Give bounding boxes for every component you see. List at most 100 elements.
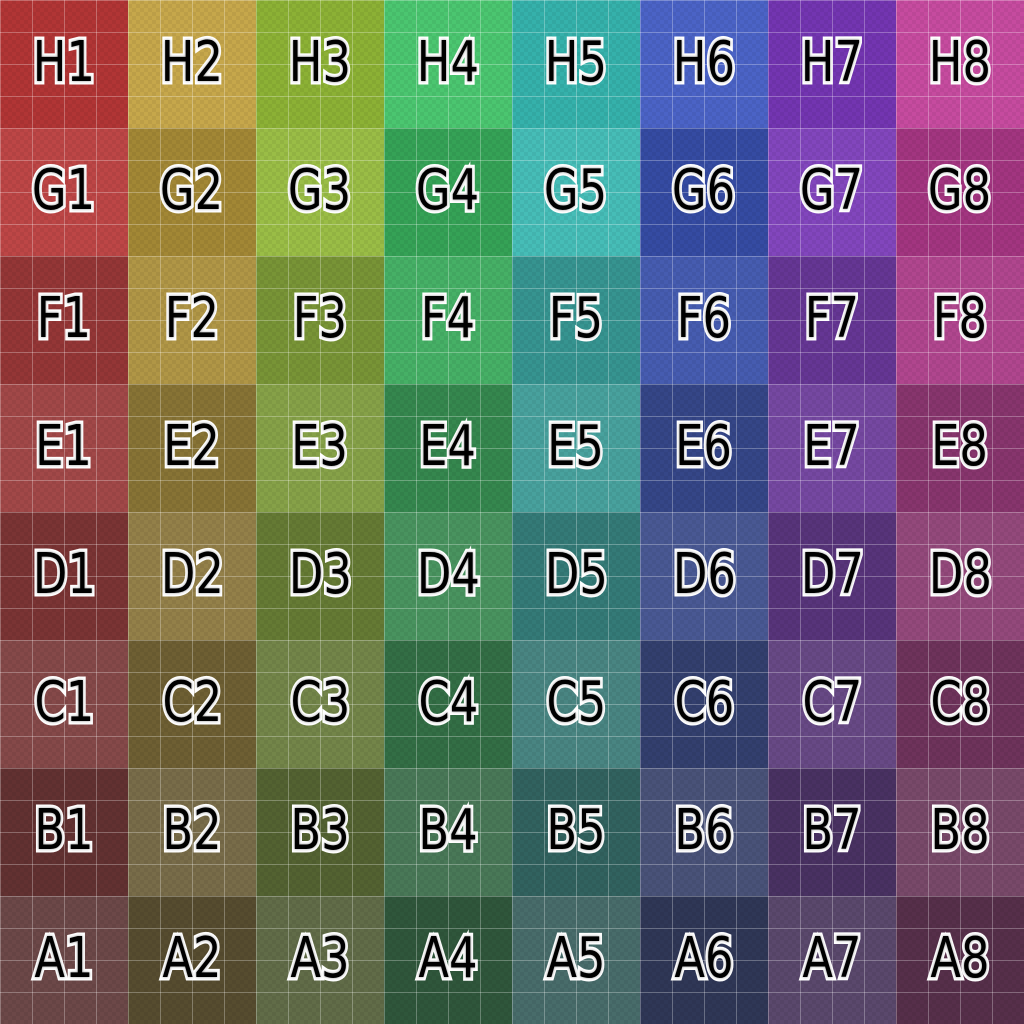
grid-cell[interactable]: G7 (768, 128, 896, 256)
grid-cell[interactable]: E2 (128, 384, 256, 512)
grid-cell[interactable]: G6 (640, 128, 768, 256)
cell-label: G8 (926, 158, 995, 223)
cell-label: H2 (158, 30, 226, 95)
grid-cell[interactable]: D4 (384, 512, 512, 640)
cell-label: D6 (670, 542, 739, 607)
grid-cell[interactable]: F1 (0, 256, 128, 384)
grid-cell[interactable]: C4 (384, 640, 512, 768)
grid-cell[interactable]: C6 (640, 640, 768, 768)
grid-cell[interactable]: F5 (512, 256, 640, 384)
grid-cell[interactable]: E4 (384, 384, 512, 512)
grid-cell[interactable]: H4 (384, 0, 512, 128)
grid-cell[interactable]: H8 (896, 0, 1024, 128)
cell-label: D4 (414, 542, 483, 607)
cell-label: G7 (798, 158, 867, 223)
grid-cell[interactable]: A4 (384, 896, 512, 1024)
cell-label: B4 (416, 798, 481, 863)
grid-cell[interactable]: B3 (256, 768, 384, 896)
grid-cell[interactable]: H3 (256, 0, 384, 128)
grid-cell[interactable]: A1 (0, 896, 128, 1024)
grid-cell[interactable]: E3 (256, 384, 384, 512)
cell-label: D1 (30, 542, 99, 607)
cell-label: F7 (802, 286, 862, 351)
grid-cell[interactable]: D5 (512, 512, 640, 640)
cell-label: B5 (544, 798, 609, 863)
cell-label: C5 (543, 670, 608, 735)
cell-label: H5 (542, 30, 610, 95)
grid-cell[interactable]: E6 (640, 384, 768, 512)
cell-label: D3 (286, 542, 355, 607)
cell-label: D2 (158, 542, 227, 607)
grid-cell[interactable]: H5 (512, 0, 640, 128)
grid-cell[interactable]: F2 (128, 256, 256, 384)
cell-label: A8 (928, 926, 993, 991)
cell-label: F3 (290, 286, 350, 351)
grid-cell[interactable]: E7 (768, 384, 896, 512)
grid-cell[interactable]: A3 (256, 896, 384, 1024)
grid-cell[interactable]: G4 (384, 128, 512, 256)
cell-label: A6 (672, 926, 737, 991)
grid-cell[interactable]: H6 (640, 0, 768, 128)
cell-label: H6 (670, 30, 738, 95)
grid-cell[interactable]: A8 (896, 896, 1024, 1024)
grid-cell[interactable]: B2 (128, 768, 256, 896)
grid-cell[interactable]: G8 (896, 128, 1024, 256)
cell-label: C6 (671, 670, 736, 735)
grid-cell[interactable]: A2 (128, 896, 256, 1024)
grid-cell[interactable]: F4 (384, 256, 512, 384)
cell-label: F2 (162, 286, 222, 351)
cell-label: G1 (30, 158, 99, 223)
cell-label: D5 (542, 542, 611, 607)
grid-cell[interactable]: C7 (768, 640, 896, 768)
grid-cell[interactable]: F8 (896, 256, 1024, 384)
grid-cell[interactable]: G5 (512, 128, 640, 256)
cell-label: A1 (32, 926, 97, 991)
grid-cell[interactable]: B1 (0, 768, 128, 896)
grid-cell[interactable]: D8 (896, 512, 1024, 640)
grid-cell[interactable]: C3 (256, 640, 384, 768)
cell-label: C7 (799, 670, 864, 735)
grid-cell[interactable]: C1 (0, 640, 128, 768)
cell-label: H1 (30, 30, 98, 95)
cell-label: H4 (414, 30, 482, 95)
grid-cell[interactable]: B4 (384, 768, 512, 896)
grid-cell[interactable]: F7 (768, 256, 896, 384)
cell-label: B6 (672, 798, 737, 863)
grid-cell[interactable]: A7 (768, 896, 896, 1024)
cell-label: B8 (928, 798, 993, 863)
cell-label: H8 (926, 30, 994, 95)
grid-cell[interactable]: A6 (640, 896, 768, 1024)
grid-cell[interactable]: E8 (896, 384, 1024, 512)
grid-cell[interactable]: B6 (640, 768, 768, 896)
grid-cell[interactable]: A5 (512, 896, 640, 1024)
grid-cell[interactable]: G2 (128, 128, 256, 256)
grid-cell[interactable]: D7 (768, 512, 896, 640)
cell-label: E6 (673, 414, 735, 479)
cell-label: B7 (800, 798, 865, 863)
grid-cell[interactable]: B5 (512, 768, 640, 896)
grid-cell[interactable]: H1 (0, 0, 128, 128)
grid-cell[interactable]: F3 (256, 256, 384, 384)
cell-label: E7 (801, 414, 863, 479)
grid-cell[interactable]: G3 (256, 128, 384, 256)
cell-label: E4 (417, 414, 479, 479)
grid-cell[interactable]: F6 (640, 256, 768, 384)
grid-cell[interactable]: H2 (128, 0, 256, 128)
grid-cell[interactable]: C5 (512, 640, 640, 768)
grid-cell[interactable]: E5 (512, 384, 640, 512)
grid-cell[interactable]: D6 (640, 512, 768, 640)
cell-label: D8 (926, 542, 995, 607)
grid-cell[interactable]: B8 (896, 768, 1024, 896)
grid-cell[interactable]: E1 (0, 384, 128, 512)
grid-cell[interactable]: D2 (128, 512, 256, 640)
grid-cell[interactable]: G1 (0, 128, 128, 256)
grid-cell[interactable]: H7 (768, 0, 896, 128)
grid-cell[interactable]: D1 (0, 512, 128, 640)
cell-label: G5 (542, 158, 611, 223)
cell-label: A3 (288, 926, 353, 991)
grid-cell[interactable]: C8 (896, 640, 1024, 768)
grid-cell[interactable]: B7 (768, 768, 896, 896)
grid-cell[interactable]: D3 (256, 512, 384, 640)
grid-cell[interactable]: C2 (128, 640, 256, 768)
